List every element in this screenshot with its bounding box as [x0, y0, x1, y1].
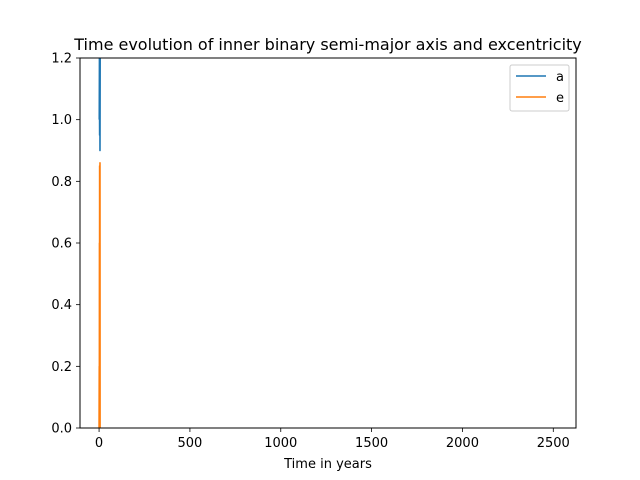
x-tick-label: 0	[95, 436, 103, 451]
chart-title: Time evolution of inner binary semi-majo…	[73, 35, 582, 54]
x-tick-label: 2000	[446, 436, 479, 451]
x-tick-label: 1500	[355, 436, 388, 451]
legend-label-e: e	[556, 91, 564, 106]
y-tick-label: 0.4	[51, 298, 72, 313]
y-tick-label: 1.0	[51, 113, 72, 128]
x-axis-label: Time in years	[283, 457, 372, 472]
plot-area	[80, 58, 576, 428]
y-axis-ticks: 0.0 0.2 0.4 0.6 0.8 1.0 1.2	[51, 52, 80, 437]
y-tick-label: 0.0	[51, 422, 72, 437]
y-tick-label: 0.6	[51, 237, 72, 252]
series-line-e	[98, 162, 101, 428]
x-axis-ticks: 0 500 1000 1500 2000 2500	[95, 428, 570, 451]
legend-label-a: a	[556, 70, 564, 85]
x-tick-label: 2500	[537, 436, 570, 451]
legend: a e	[509, 64, 570, 112]
x-tick-label: 500	[178, 436, 203, 451]
y-tick-label: 0.8	[51, 175, 72, 190]
y-tick-label: 0.2	[51, 360, 72, 375]
y-tick-label: 1.2	[51, 52, 72, 67]
series-line-a	[98, 58, 101, 152]
series-layer	[98, 58, 101, 428]
x-tick-label: 1000	[264, 436, 297, 451]
